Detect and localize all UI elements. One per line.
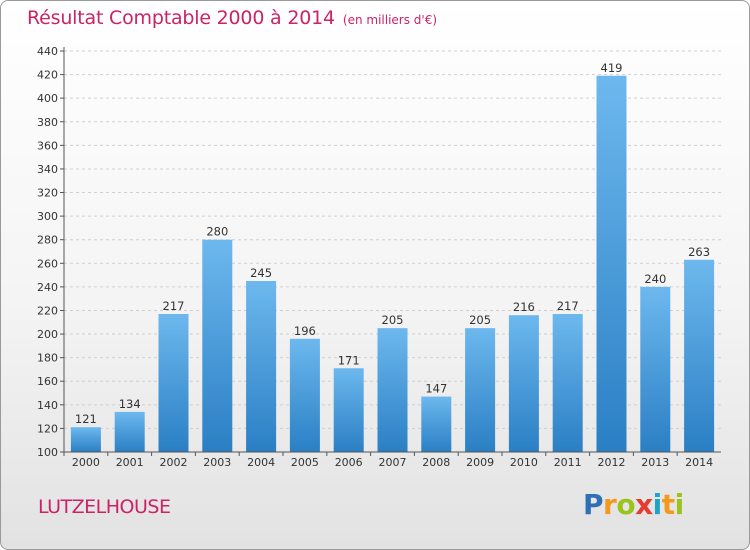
x-tick-label: 2006 [335,456,363,469]
bar-value-label: 217 [163,299,185,313]
y-tick-label: 400 [37,92,58,105]
bar-2012 [596,75,627,453]
bar-2009 [465,328,496,452]
y-tick-label: 160 [37,375,58,388]
chart-title: Résultat Comptable 2000 à 2014 [27,7,335,29]
x-tick-label: 2013 [641,456,669,469]
x-tick-label: 2009 [466,456,494,469]
bars [70,75,715,453]
logo-letter: x [635,488,653,521]
proxiti-logo: Proxiti [583,488,684,521]
commune-name: LUTZELHOUSE [38,496,171,518]
x-tick-label: 2007 [379,456,407,469]
x-tick-label: 2002 [160,456,188,469]
x-tick-label: 2008 [422,456,450,469]
logo-letter: i [674,488,685,521]
x-tick-label: 2010 [510,456,538,469]
bar-value-label: 245 [250,266,272,280]
bar-2003 [202,239,233,452]
bar-2006 [333,368,364,452]
bar-value-label: 419 [601,61,623,75]
y-tick-label: 140 [37,399,58,412]
y-tick-label: 260 [37,257,58,270]
bar-2005 [289,338,320,452]
y-tick-label: 120 [37,422,58,435]
bar-2014 [684,259,715,452]
y-tick-label: 420 [37,69,58,82]
bar-value-label: 217 [557,299,579,313]
bar-2008 [421,396,452,452]
chart-unit: (en milliers d'€) [342,13,438,27]
bar-value-label: 171 [338,353,360,367]
bar-value-label: 134 [119,397,141,411]
x-tick-label: 2000 [72,456,100,469]
bar-2002 [158,314,189,452]
bar-2001 [114,411,145,452]
y-tick-label: 100 [37,446,58,459]
logo-letter: r [603,488,617,521]
bar-2007 [377,328,408,452]
logo-letter: i [652,488,663,521]
y-tick-label: 360 [37,139,58,152]
bar-value-label: 196 [294,324,316,338]
y-tick-label: 440 [37,45,58,58]
y-tick-label: 220 [37,304,58,317]
axes [60,47,721,456]
y-tick-label: 380 [37,116,58,129]
bar-value-label: 147 [425,382,447,396]
y-tick-label: 300 [37,210,58,223]
bar-value-label: 216 [513,300,535,314]
bar-value-label: 121 [75,412,97,426]
bar-2013 [640,286,671,452]
x-tick-label: 2004 [247,456,275,469]
bar-2011 [552,314,583,452]
chart-title-row: Résultat Comptable 2000 à 2014 (en millie… [27,7,437,29]
logo-letter: P [583,488,604,521]
bar-value-label: 205 [469,313,491,327]
y-tick-label: 240 [37,281,58,294]
x-tick-label: 2003 [203,456,231,469]
y-tick-label: 320 [37,187,58,200]
x-tick-label: 2011 [554,456,582,469]
x-tick-label: 2012 [598,456,626,469]
y-tick-label: 200 [37,328,58,341]
labels: 100 120 140 160 180 200 220 240 260 280 300 320 340 3… [37,45,713,469]
bar-value-label: 205 [382,313,404,327]
bar-2010 [508,315,539,452]
bar-value-label: 280 [206,225,228,239]
x-tick-label: 2001 [116,456,144,469]
bar-2000 [70,427,101,452]
y-tick-label: 280 [37,234,58,247]
logo-letter: o [616,488,636,521]
logo-letter: t [661,488,675,521]
y-tick-label: 180 [37,352,58,365]
bar-2004 [246,280,277,452]
bar-value-label: 240 [644,272,666,286]
bar-value-label: 263 [688,245,710,259]
y-tick-label: 340 [37,163,58,176]
x-tick-label: 2014 [685,456,713,469]
x-tick-label: 2005 [291,456,319,469]
